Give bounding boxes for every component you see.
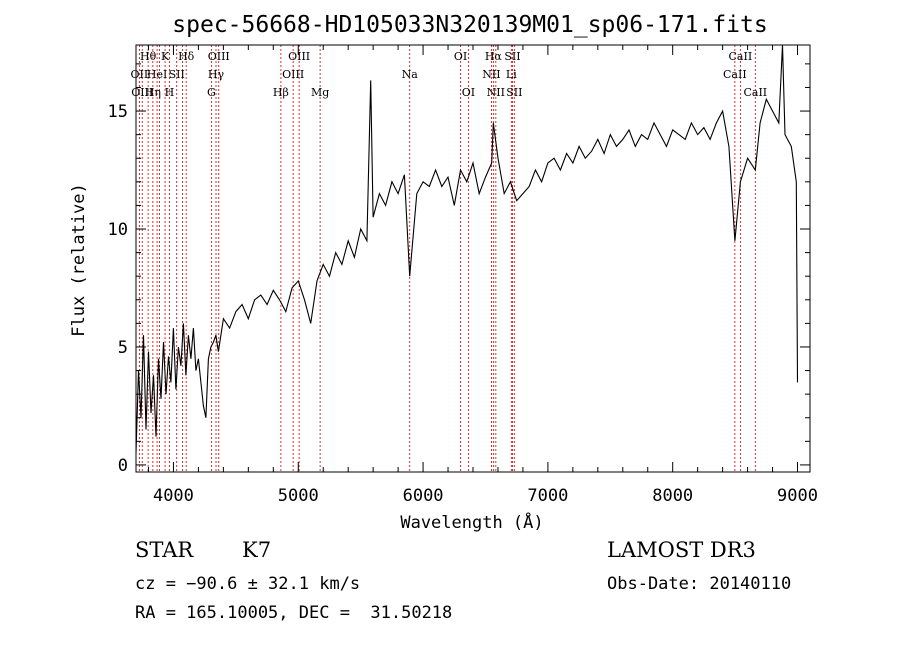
line-marker-label: H (165, 86, 175, 99)
line-marker-label: CaII (743, 86, 767, 99)
x-tick-label: 7000 (527, 486, 568, 506)
line-marker-label: OIII (131, 86, 153, 99)
line-marker-label: SII (504, 50, 520, 63)
line-marker-label: HeI (147, 68, 167, 81)
spectral-subclass: K7 (242, 538, 272, 562)
line-marker-label: CaII (723, 68, 747, 81)
line-marker-label: Hδ (178, 50, 195, 63)
x-axis: 4000 5000 6000 7000 8000 9000 (147, 45, 818, 506)
line-marker-label: Hη (145, 86, 161, 99)
plot-frame (135, 44, 811, 473)
y-tick-label: 10 (108, 220, 128, 240)
line-marker-label: SII (506, 86, 522, 99)
x-tick-label: 9000 (777, 486, 818, 506)
y-axis: 0 5 10 15 (108, 63, 810, 476)
y-axis-label: Flux (relative) (69, 183, 89, 337)
line-marker-label: SII (169, 68, 185, 81)
line-marker-label: NII (487, 86, 505, 99)
x-axis-label: Wavelength (Å) (400, 511, 543, 533)
line-marker-label: K (161, 50, 170, 63)
y-tick-label: 5 (118, 338, 128, 358)
redshift-cz: cz = −90.6 ± 32.1 km/s (135, 574, 361, 594)
line-markers (138, 45, 756, 472)
line-marker-label: OIII (288, 50, 310, 63)
line-marker-label: CaII (729, 50, 753, 63)
x-tick-label: 4000 (153, 486, 194, 506)
line-marker-label: Hθ (140, 50, 157, 63)
line-marker-label: Hα (485, 50, 503, 63)
survey-name: LAMOST DR3 (607, 538, 756, 562)
y-tick-label: 0 (118, 456, 128, 476)
line-marker-label: OI (454, 50, 467, 63)
line-marker-label: Hβ (273, 86, 289, 99)
line-marker-label: NII (482, 68, 500, 81)
line-marker-label: G (207, 86, 216, 99)
y-tick-label: 15 (108, 102, 128, 122)
coordinates: RA = 165.10005, DEC = 31.50218 (135, 603, 453, 623)
line-marker-label: OIII (208, 50, 230, 63)
chart-title: spec-56668-HD105033N320139M01_sp06-171.f… (172, 12, 767, 38)
spectrum-line (135, 44, 799, 454)
object-class: STAR (135, 538, 194, 562)
observation-date: Obs-Date: 20140110 (607, 574, 792, 594)
line-marker-labels: OII OIII Hθ Hη HeI K H SII Hδ G Hγ OIII Hβ OIII OIII Mg… (131, 50, 768, 99)
line-marker-label: Hγ (208, 68, 225, 81)
line-marker-label: OII (131, 68, 149, 81)
x-tick-label: 5000 (278, 486, 319, 506)
line-marker-label: OIII (282, 68, 304, 81)
line-marker-label: OI (462, 86, 475, 99)
line-marker-label: Na (402, 68, 419, 81)
x-tick-label: 6000 (403, 486, 444, 506)
x-tick-label: 8000 (652, 486, 693, 506)
line-marker-label: Li (506, 68, 517, 81)
line-marker-label: Mg (311, 86, 329, 99)
